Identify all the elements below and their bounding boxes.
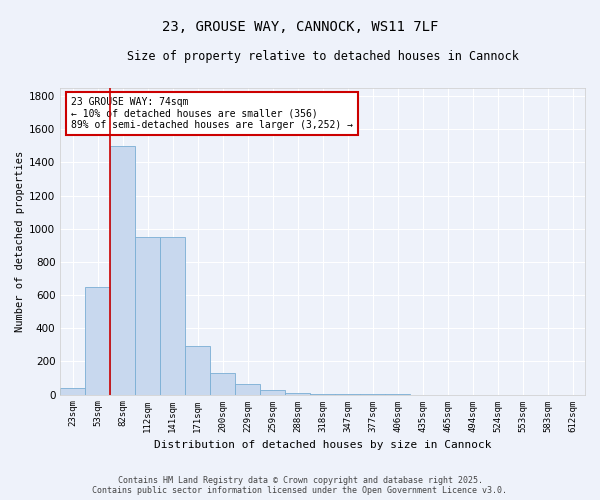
Bar — [160, 237, 185, 394]
Text: 23, GROUSE WAY, CANNOCK, WS11 7LF: 23, GROUSE WAY, CANNOCK, WS11 7LF — [162, 20, 438, 34]
Y-axis label: Number of detached properties: Number of detached properties — [15, 150, 25, 332]
Bar — [260, 390, 285, 394]
Bar — [185, 346, 210, 395]
Bar — [285, 393, 310, 394]
Title: Size of property relative to detached houses in Cannock: Size of property relative to detached ho… — [127, 50, 518, 63]
Bar — [60, 388, 85, 394]
Bar — [85, 287, 110, 395]
Text: 23 GROUSE WAY: 74sqm
← 10% of detached houses are smaller (356)
89% of semi-deta: 23 GROUSE WAY: 74sqm ← 10% of detached h… — [71, 97, 353, 130]
Bar — [110, 146, 135, 394]
Bar — [235, 384, 260, 394]
X-axis label: Distribution of detached houses by size in Cannock: Distribution of detached houses by size … — [154, 440, 491, 450]
Bar — [210, 373, 235, 394]
Text: Contains HM Land Registry data © Crown copyright and database right 2025.
Contai: Contains HM Land Registry data © Crown c… — [92, 476, 508, 495]
Bar — [135, 237, 160, 394]
